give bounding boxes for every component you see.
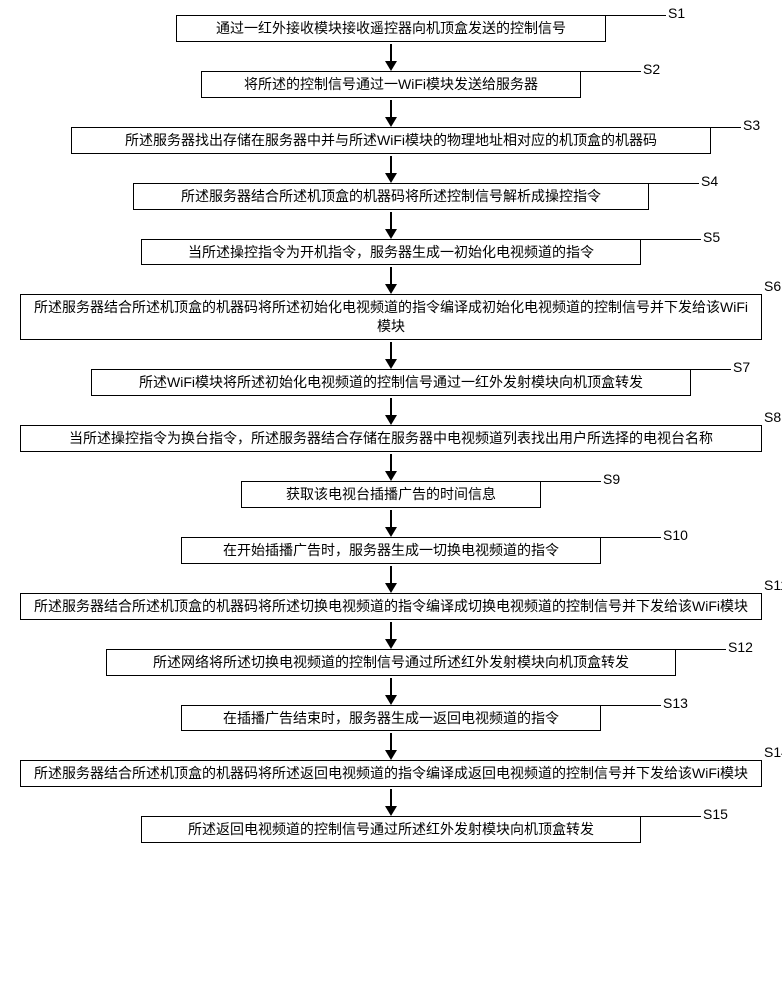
step-box: 所述服务器找出存储在服务器中并与所述WiFi模块的物理地址相对应的机顶盒的机器码 [71, 127, 711, 154]
step-label: S6 [764, 278, 781, 294]
label-lead-line [581, 71, 641, 72]
step-label: S10 [663, 527, 688, 543]
step-s11: 所述服务器结合所述机顶盒的机器码将所述切换电视频道的指令编译成切换电视频道的控制… [10, 593, 772, 620]
step-s13: 在插播广告结束时，服务器生成一返回电视频道的指令S13 [10, 705, 772, 732]
step-box: 获取该电视台插播广告的时间信息 [241, 481, 541, 508]
arrow-down-icon [385, 452, 397, 481]
step-s12: 所述网络将所述切换电视频道的控制信号通过所述红外发射模块向机顶盒转发S12 [10, 649, 772, 676]
arrow-down-icon [385, 98, 397, 127]
arrow-down-icon [385, 42, 397, 71]
arrow-down-icon [385, 508, 397, 537]
step-box: 所述网络将所述切换电视频道的控制信号通过所述红外发射模块向机顶盒转发 [106, 649, 676, 676]
label-lead-line [691, 369, 731, 370]
step-s4: 所述服务器结合所述机顶盒的机器码将所述控制信号解析成操控指令S4 [10, 183, 772, 210]
step-label: S1 [668, 5, 685, 21]
step-box: 当所述操控指令为开机指令，服务器生成一初始化电视频道的指令 [141, 239, 641, 266]
label-lead-line [711, 127, 741, 128]
step-label: S13 [663, 695, 688, 711]
step-label: S15 [703, 806, 728, 822]
arrow-down-icon [385, 676, 397, 705]
arrow-down-icon [385, 787, 397, 816]
arrow-down-icon [385, 154, 397, 183]
step-s6: 所述服务器结合所述机顶盒的机器码将所述初始化电视频道的指令编译成初始化电视频道的… [10, 294, 772, 340]
label-lead-line [541, 481, 601, 482]
step-label: S7 [733, 359, 750, 375]
step-box: 通过一红外接收模块接收遥控器向机顶盒发送的控制信号 [176, 15, 606, 42]
step-box: 将所述的控制信号通过一WiFi模块发送给服务器 [201, 71, 581, 98]
step-s15: 所述返回电视频道的控制信号通过所述红外发射模块向机顶盒转发S15 [10, 816, 772, 843]
arrow-down-icon [385, 620, 397, 649]
step-box: 所述服务器结合所述机顶盒的机器码将所述返回电视频道的指令编译成返回电视频道的控制… [20, 760, 762, 787]
arrow-down-icon [385, 210, 397, 239]
step-s8: 当所述操控指令为换台指令，所述服务器结合存储在服务器中电视频道列表找出用户所选择… [10, 425, 772, 452]
step-box: 所述返回电视频道的控制信号通过所述红外发射模块向机顶盒转发 [141, 816, 641, 843]
step-label: S9 [603, 471, 620, 487]
step-label: S3 [743, 117, 760, 133]
label-lead-line [649, 183, 699, 184]
step-s5: 当所述操控指令为开机指令，服务器生成一初始化电视频道的指令S5 [10, 239, 772, 266]
step-label: S5 [703, 229, 720, 245]
label-lead-line [606, 15, 666, 16]
step-box: 当所述操控指令为换台指令，所述服务器结合存储在服务器中电视频道列表找出用户所选择… [20, 425, 762, 452]
step-box: 所述服务器结合所述机顶盒的机器码将所述控制信号解析成操控指令 [133, 183, 649, 210]
arrow-down-icon [385, 731, 397, 760]
step-s9: 获取该电视台插播广告的时间信息S9 [10, 481, 772, 508]
step-s3: 所述服务器找出存储在服务器中并与所述WiFi模块的物理地址相对应的机顶盒的机器码… [10, 127, 772, 154]
arrow-down-icon [385, 340, 397, 369]
step-label: S14 [764, 744, 782, 760]
step-s1: 通过一红外接收模块接收遥控器向机顶盒发送的控制信号S1 [10, 15, 772, 42]
step-label: S2 [643, 61, 660, 77]
step-label: S12 [728, 639, 753, 655]
step-label: S4 [701, 173, 718, 189]
label-lead-line [676, 649, 726, 650]
step-box: 所述服务器结合所述机顶盒的机器码将所述切换电视频道的指令编译成切换电视频道的控制… [20, 593, 762, 620]
step-s2: 将所述的控制信号通过一WiFi模块发送给服务器S2 [10, 71, 772, 98]
step-s10: 在开始插播广告时，服务器生成一切换电视频道的指令S10 [10, 537, 772, 564]
label-lead-line [601, 537, 661, 538]
step-label: S11 [764, 577, 782, 593]
arrow-down-icon [385, 265, 397, 294]
step-box: 所述WiFi模块将所述初始化电视频道的控制信号通过一红外发射模块向机顶盒转发 [91, 369, 691, 396]
label-lead-line [641, 239, 701, 240]
flowchart-container: 通过一红外接收模块接收遥控器向机顶盒发送的控制信号S1 将所述的控制信号通过一Wi… [10, 15, 772, 843]
step-label: S8 [764, 409, 781, 425]
step-box: 在插播广告结束时，服务器生成一返回电视频道的指令 [181, 705, 601, 732]
step-box: 在开始插播广告时，服务器生成一切换电视频道的指令 [181, 537, 601, 564]
label-lead-line [601, 705, 661, 706]
arrow-down-icon [385, 396, 397, 425]
step-box: 所述服务器结合所述机顶盒的机器码将所述初始化电视频道的指令编译成初始化电视频道的… [20, 294, 762, 340]
label-lead-line [641, 816, 701, 817]
step-s14: 所述服务器结合所述机顶盒的机器码将所述返回电视频道的指令编译成返回电视频道的控制… [10, 760, 772, 787]
arrow-down-icon [385, 564, 397, 593]
step-s7: 所述WiFi模块将所述初始化电视频道的控制信号通过一红外发射模块向机顶盒转发S7 [10, 369, 772, 396]
